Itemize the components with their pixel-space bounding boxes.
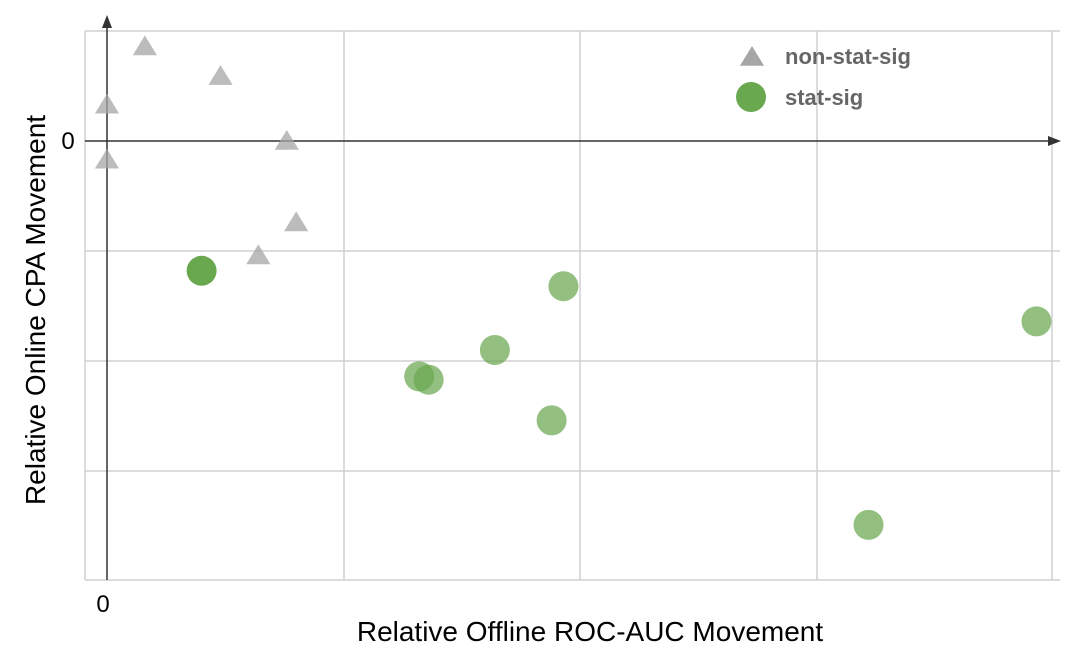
legend-marker-non-stat-sig xyxy=(739,46,765,66)
x-axis-arrow xyxy=(1048,136,1061,146)
non-stat-sig-point-2 xyxy=(208,65,233,85)
legend-label-stat-sig: stat-sig xyxy=(785,85,863,110)
stat-sig-point-6 xyxy=(853,509,884,540)
non-stat-sig-point-4 xyxy=(274,130,299,150)
legend-label-non-stat-sig: non-stat-sig xyxy=(785,44,911,69)
legend-marker-stat-sig xyxy=(736,82,766,112)
y-axis-label: Relative Online CPA Movement xyxy=(20,115,51,505)
stat-sig-point-2 xyxy=(479,335,510,365)
non-stat-sig-point-6 xyxy=(246,244,271,265)
x-axis-label: Relative Offline ROC-AUC Movement xyxy=(357,616,824,647)
data-points xyxy=(94,35,1052,540)
legend: non-stat-sig stat-sig xyxy=(736,44,911,112)
non-stat-sig-point-5 xyxy=(284,211,309,232)
grid-lines xyxy=(84,30,1060,581)
y-axis-arrow xyxy=(102,15,112,28)
stat-sig-point-5 xyxy=(536,405,567,436)
stat-sig-point-1 xyxy=(548,271,579,302)
stat-sig-point-0 xyxy=(186,255,217,286)
x-tick-label-0: 0 xyxy=(96,591,109,618)
stat-sig-point-4 xyxy=(413,364,444,395)
stat-sig-point-7 xyxy=(1021,306,1052,337)
non-stat-sig-point-1 xyxy=(94,93,120,114)
axes xyxy=(85,15,1061,580)
non-stat-sig-point-3 xyxy=(94,148,120,169)
y-tick-label-0: 0 xyxy=(61,128,74,155)
non-stat-sig-point-0 xyxy=(132,35,157,56)
